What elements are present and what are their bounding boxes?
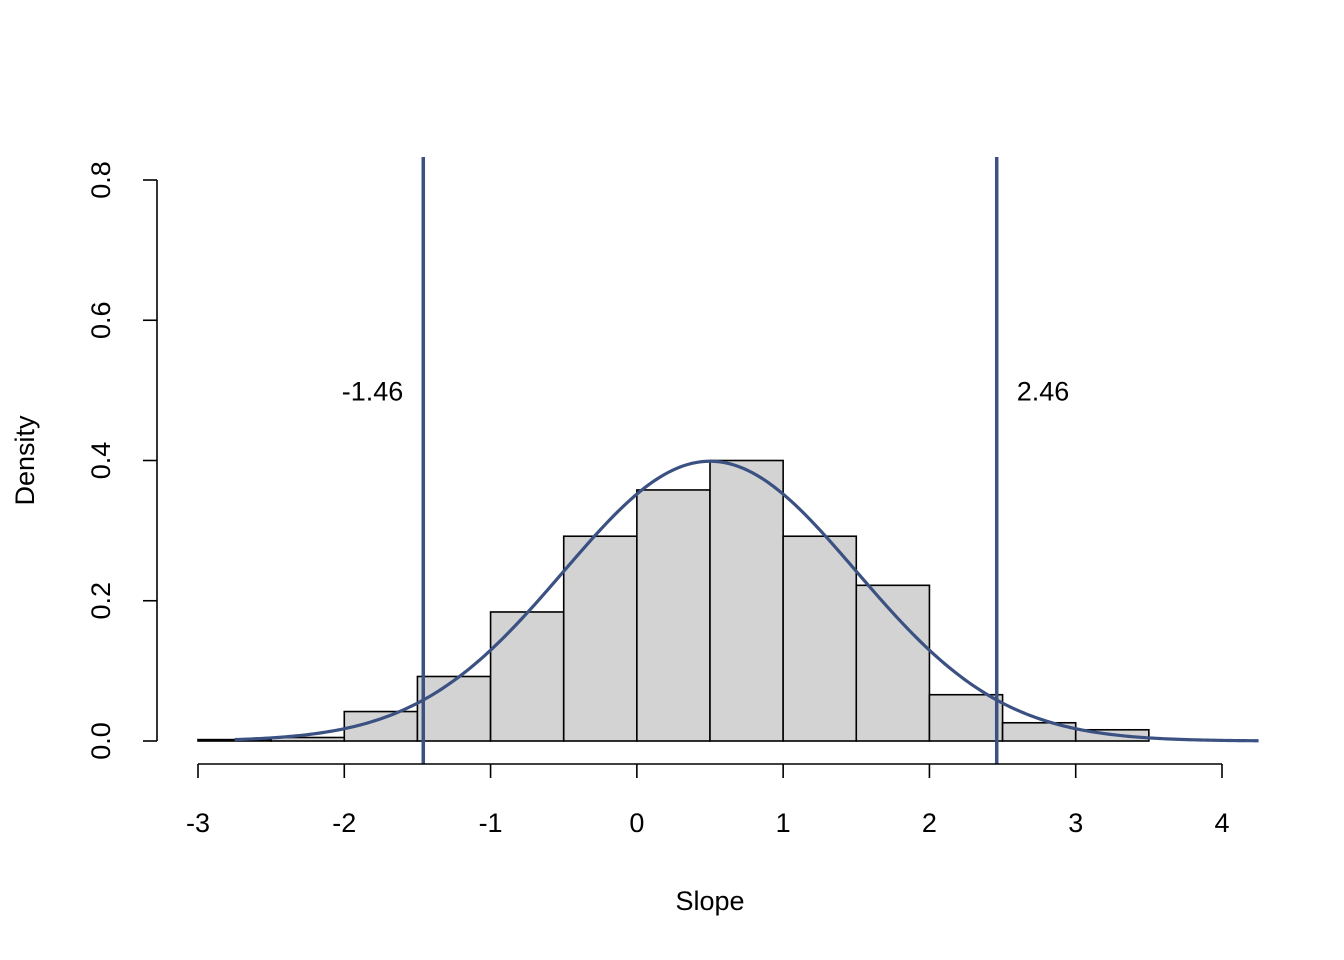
y-tick-label-3: 0.6 — [86, 301, 116, 339]
histogram-bar-9 — [855, 584, 931, 742]
histogram-bar-4 — [489, 611, 565, 742]
histogram-bar-5 — [562, 535, 638, 742]
x-tick-label-0: -3 — [186, 808, 210, 838]
histogram-bar-10 — [928, 693, 1004, 742]
x-axis-title: Slope — [675, 886, 744, 916]
x-tick-label-4: 1 — [776, 808, 791, 838]
x-tick-label-3: 0 — [629, 808, 644, 838]
y-tick-label-4: 0.8 — [86, 161, 116, 199]
x-tick-label-6: 3 — [1068, 808, 1083, 838]
vertical-line-label-1: 2.46 — [1017, 376, 1070, 406]
vertical-reference-lines: -1.46 2.46 — [342, 157, 1070, 764]
histogram-bar-6 — [636, 489, 711, 742]
histogram-bar-7 — [709, 459, 784, 742]
histogram-bar-3 — [416, 675, 492, 742]
x-axis: -3 -2 -1 0 1 2 3 4 — [186, 763, 1230, 838]
normal-density-curve — [234, 459, 1259, 743]
histogram-bars — [197, 459, 1150, 742]
y-axis: 0.0 0.2 0.4 0.6 0.8 — [86, 161, 158, 760]
histogram-bar-8 — [782, 535, 858, 742]
x-tick-label-7: 4 — [1214, 808, 1229, 838]
x-tick-label-2: -1 — [479, 808, 503, 838]
y-tick-label-0: 0.0 — [86, 722, 116, 760]
y-axis-title: Density — [10, 415, 40, 506]
vertical-line-label-0: -1.46 — [342, 376, 404, 406]
y-tick-label-1: 0.2 — [86, 582, 116, 620]
x-tick-label-1: -2 — [332, 808, 356, 838]
y-tick-label-2: 0.4 — [86, 442, 116, 480]
x-tick-label-5: 2 — [922, 808, 937, 838]
